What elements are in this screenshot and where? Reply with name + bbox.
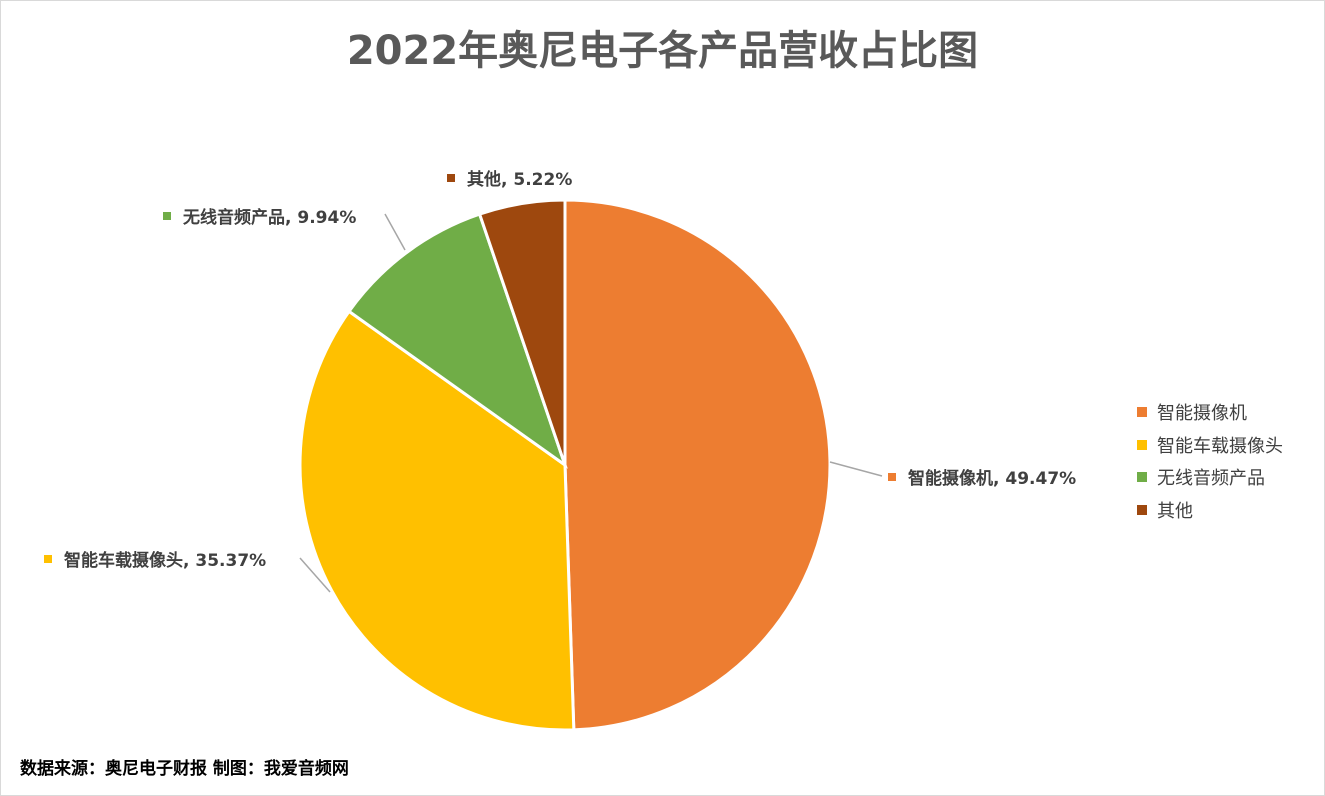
legend-label: 智能摄像机 — [1157, 403, 1247, 425]
data-label-text: 无线音频产品, 9.94% — [183, 208, 357, 228]
legend-item: 智能摄像机 — [1137, 396, 1283, 429]
legend-label: 无线音频产品 — [1157, 468, 1265, 490]
legend-swatch — [1137, 407, 1147, 418]
label-marker — [888, 472, 896, 481]
legend-item: 其他 — [1137, 494, 1283, 527]
pie-slice-0 — [563, 198, 832, 732]
leader-line-1 — [299, 557, 331, 593]
label-marker — [44, 554, 52, 563]
pie-slice-1 — [298, 309, 576, 732]
source-note: 数据来源：奥尼电子财报 制图：我爱音频网 — [20, 759, 349, 779]
legend-swatch — [1137, 504, 1147, 515]
legend-item: 智能车载摄像头 — [1137, 429, 1283, 462]
data-label-text: 智能车载摄像头, 35.37% — [64, 551, 267, 571]
legend-swatch — [1137, 472, 1147, 483]
legend: 智能摄像机 智能车载摄像头 无线音频产品 其他 — [1137, 396, 1283, 526]
data-label-text: 智能摄像机, 49.47% — [908, 469, 1077, 489]
legend-swatch — [1137, 439, 1147, 450]
data-label-2: 无线音频产品, 9.94% — [163, 203, 356, 228]
data-label-text: 其他, 5.22% — [467, 170, 573, 190]
pie-slice-2 — [346, 212, 568, 469]
data-label-3: 其他, 5.22% — [447, 165, 572, 190]
chart-title: 2022年奥尼电子各产品营收占比图 — [346, 28, 979, 74]
data-label-1: 智能车载摄像头, 35.37% — [44, 546, 266, 571]
legend-item: 无线音频产品 — [1137, 461, 1283, 494]
leader-line-0 — [829, 461, 883, 477]
pie-slice-3 — [477, 198, 567, 466]
data-label-0: 智能摄像机, 49.47% — [888, 464, 1076, 489]
label-marker — [447, 173, 455, 182]
label-marker — [163, 211, 171, 220]
legend-label: 其他 — [1157, 500, 1193, 522]
leader-line-2 — [384, 213, 406, 251]
legend-label: 智能车载摄像头 — [1157, 435, 1283, 457]
